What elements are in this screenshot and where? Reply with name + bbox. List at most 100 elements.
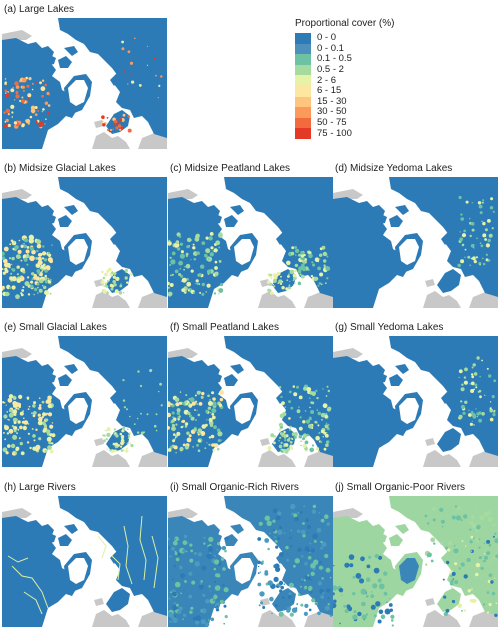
cover-patch	[318, 560, 322, 565]
arctic-map	[2, 336, 167, 467]
cover-patch	[8, 286, 12, 290]
cover-patch	[264, 515, 270, 521]
map-panel-small-glacial-lakes: (e) Small Glacial Lakes	[2, 322, 167, 467]
land-shape	[399, 398, 419, 424]
cover-patch	[160, 75, 163, 78]
cover-patch	[317, 266, 321, 271]
cover-patch	[30, 280, 34, 284]
cover-patch	[287, 595, 292, 599]
cover-patch	[300, 603, 304, 607]
cover-patch	[323, 264, 326, 267]
cover-patch	[288, 284, 291, 287]
cover-patch	[479, 263, 481, 266]
cover-patch	[319, 247, 323, 251]
cover-patch	[4, 125, 7, 129]
cover-patch	[44, 274, 47, 278]
cover-patch	[257, 582, 262, 587]
cover-patch	[293, 564, 296, 568]
cover-patch	[208, 443, 211, 446]
cover-patch	[33, 446, 38, 451]
arctic-map	[2, 496, 167, 627]
cover-patch	[168, 239, 171, 242]
cover-patch	[315, 447, 320, 451]
cover-patch	[115, 276, 120, 281]
cover-patch	[304, 440, 309, 445]
cover-patch	[482, 560, 484, 562]
cover-patch	[257, 572, 260, 575]
cover-patch	[174, 269, 179, 274]
cover-patch	[461, 540, 464, 542]
cover-patch	[34, 287, 38, 292]
cover-patch	[31, 428, 34, 430]
cover-patch	[38, 123, 43, 128]
legend-label: 0.1 - 0.5	[317, 53, 352, 65]
cover-patch	[375, 601, 381, 607]
cover-patch	[272, 508, 278, 513]
cover-patch	[178, 235, 182, 238]
cover-patch	[274, 604, 278, 607]
cover-patch	[298, 266, 303, 271]
cover-patch	[284, 439, 287, 442]
cover-patch	[324, 424, 329, 429]
cover-patch	[23, 242, 25, 245]
land-shape	[258, 291, 296, 308]
cover-patch	[308, 417, 312, 421]
cover-patch	[283, 583, 286, 585]
cover-patch	[262, 606, 266, 609]
cover-patch	[308, 585, 313, 591]
cover-patch	[106, 427, 111, 432]
river-line	[97, 535, 107, 559]
cover-patch	[190, 416, 195, 421]
land-shape	[441, 550, 453, 564]
cover-patch	[28, 405, 31, 408]
cover-patch	[326, 522, 331, 526]
cover-patch	[51, 244, 53, 246]
panel-title: (g) Small Yedoma Lakes	[335, 322, 444, 333]
cover-patch	[477, 390, 480, 393]
cover-patch	[286, 607, 288, 609]
cover-patch	[193, 551, 198, 556]
cover-patch	[45, 413, 48, 416]
cover-patch	[211, 413, 215, 416]
cover-patch	[108, 130, 111, 132]
cover-patch	[290, 251, 295, 256]
cover-patch	[482, 199, 485, 202]
cover-patch	[319, 253, 323, 257]
cover-patch	[325, 395, 328, 397]
cover-patch	[448, 541, 453, 546]
land-shape	[258, 450, 296, 467]
cover-patch	[471, 598, 475, 603]
land-shape	[441, 231, 453, 245]
cover-patch	[471, 202, 473, 204]
cover-patch	[113, 449, 117, 453]
cover-patch	[296, 529, 301, 534]
cover-patch	[258, 604, 261, 607]
land-shape	[437, 428, 461, 452]
cover-patch	[106, 432, 111, 437]
cover-patch	[295, 587, 297, 589]
cover-patch	[34, 106, 38, 109]
cover-patch	[307, 556, 312, 560]
cover-patch	[13, 426, 18, 431]
cover-patch	[310, 274, 314, 278]
cover-patch	[178, 401, 182, 405]
cover-patch	[317, 611, 321, 616]
cover-patch	[440, 542, 444, 545]
cover-patch	[427, 522, 430, 525]
legend-label: 75 - 100	[317, 127, 352, 139]
cover-patch	[460, 400, 463, 403]
arctic-map	[168, 496, 333, 627]
cover-patch	[186, 277, 189, 281]
cover-patch	[45, 118, 47, 120]
cover-patch	[489, 401, 492, 403]
cover-patch	[456, 506, 461, 511]
cover-patch	[114, 442, 118, 446]
cover-patch	[5, 404, 7, 406]
cover-patch	[348, 554, 355, 560]
cover-patch	[46, 429, 51, 434]
cover-patch	[179, 446, 184, 452]
cover-patch	[294, 516, 299, 522]
cover-patch	[212, 448, 216, 452]
land-shape	[260, 438, 270, 446]
cover-patch	[219, 397, 224, 402]
